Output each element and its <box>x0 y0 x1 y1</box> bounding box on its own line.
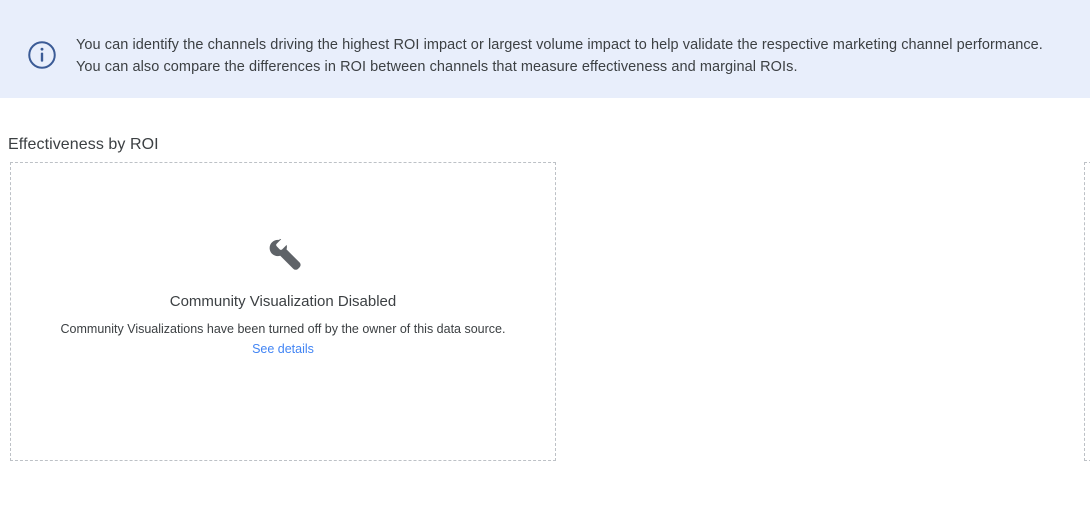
viz-placeholder-heading: Community Visualization Disabled <box>169 293 397 310</box>
viz-placeholder-effectiveness-by-roi: Community Visualization Disabled Communi… <box>10 162 556 461</box>
info-banner: You can identify the channels driving th… <box>0 0 1090 98</box>
viz-placeholder-description: Community Visualizations have been turne… <box>60 322 506 336</box>
info-banner-text: You can identify the channels driving th… <box>76 37 1043 75</box>
charts-row: Effectiveness by ROI Community Visualiza… <box>0 98 1090 509</box>
see-details-link[interactable]: See details <box>252 342 314 356</box>
chart-title-effectiveness-by-roi: Effectiveness by ROI <box>8 136 159 153</box>
viz-placeholder-marginal-roi-by-roi: Community Visualization Disabled Communi… <box>1084 162 1090 461</box>
info-circle-icon <box>28 41 56 69</box>
chart-block-effectiveness-by-roi: Effectiveness by ROI Community Visualiza… <box>0 98 556 509</box>
chart-title-marginal-roi-by-roi: Marginal ROI by ROI <box>520 135 1090 154</box>
wrench-icon <box>269 238 301 270</box>
chart-block-marginal-roi-by-roi: Marginal ROI by ROI Community Visualizat… <box>512 98 1090 509</box>
